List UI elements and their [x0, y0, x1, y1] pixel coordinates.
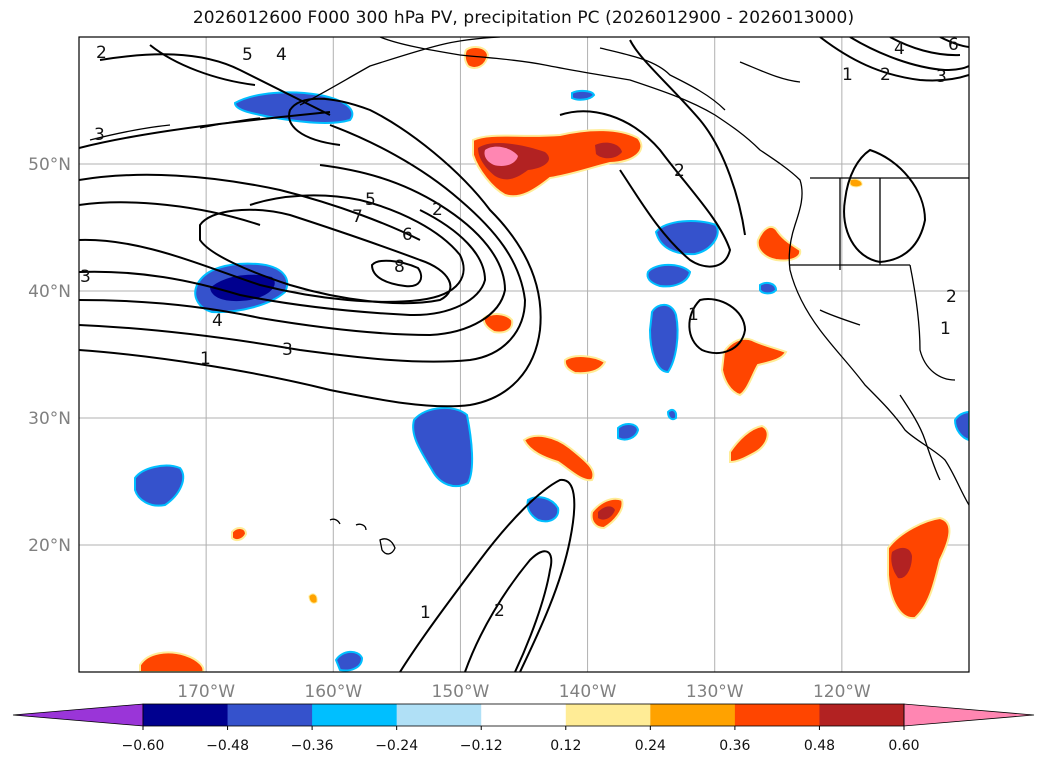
latitude-tick-label: 50°N — [28, 155, 71, 175]
colorbar-extend-min — [12, 703, 144, 727]
latitude-labels: 50°N 40°N 30°N 20°N — [28, 155, 71, 556]
colorbar-tick-label: 0.24 — [635, 738, 666, 754]
neg-anomaly-region — [134, 464, 185, 507]
colorbar-segment — [396, 704, 482, 726]
contour-label: 5 — [242, 45, 253, 65]
contour-label: 4 — [894, 39, 905, 59]
colorbar-tick-label: −0.48 — [206, 738, 249, 754]
contour-label: 3 — [80, 267, 91, 287]
pos-anomaly-region — [720, 337, 788, 397]
neg-anomaly-region — [617, 423, 640, 441]
contour-label: 7 — [352, 207, 363, 227]
contour-label: 2 — [96, 43, 107, 63]
neg-anomaly-region — [646, 263, 692, 288]
pos-anomaly-region — [849, 178, 863, 188]
contour-label: 1 — [200, 349, 211, 369]
pos-anomaly-region — [308, 593, 318, 604]
colorbar-segment — [565, 704, 651, 726]
contour-labels: 2 5 4 3 2 5 7 6 8 4 3 1 2 1 1 2 1 2 3 4 … — [80, 35, 959, 623]
colorbar-segment — [143, 704, 229, 726]
colorbar-tick-label: −0.24 — [375, 738, 418, 754]
neg-anomaly-region — [953, 410, 969, 442]
colorbar-tick-label: 0.48 — [804, 738, 835, 754]
longitude-tick-label: 170°W — [177, 682, 235, 702]
contour-label: 6 — [402, 225, 413, 245]
pos-anomaly-region — [887, 516, 951, 620]
pos-anomaly-region — [463, 46, 490, 69]
pos-strong-region — [891, 547, 912, 579]
contour-label: 5 — [365, 190, 376, 210]
pos-anomaly-region — [139, 651, 205, 672]
latitude-tick-label: 40°N — [28, 282, 71, 302]
contour-label: 6 — [948, 35, 959, 55]
pos-peak-region — [484, 146, 518, 166]
colorbar-tick-label: 0.36 — [719, 738, 750, 754]
colorbar-segment — [650, 704, 736, 726]
contour-label: 8 — [394, 257, 405, 277]
longitude-tick-label: 130°W — [686, 682, 744, 702]
longitude-tick-label: 150°W — [432, 682, 490, 702]
contour-label: 4 — [276, 45, 287, 65]
contour-label: 1 — [940, 319, 951, 339]
neg-anomaly-region — [334, 650, 364, 672]
map-title: 2026012600 F000 300 hPa PV, precipitatio… — [192, 8, 855, 28]
colorbar-tick-label: 0.60 — [888, 738, 919, 754]
contour-label: 2 — [946, 287, 957, 307]
contour-label: 1 — [688, 305, 699, 325]
latitude-tick-label: 30°N — [28, 409, 71, 429]
colorbar-segment — [312, 704, 398, 726]
neg-anomaly-region — [571, 89, 596, 101]
pos-anomaly-region — [482, 313, 514, 334]
colorbar-tick-label: 0.12 — [550, 738, 581, 754]
pos-anomaly-region — [231, 527, 248, 542]
contour-label: 2 — [674, 161, 685, 181]
coastlines — [89, 37, 969, 555]
neg-anomaly-region — [654, 220, 719, 256]
colorbar-outline — [142, 703, 905, 727]
colorbar-tick-label: −0.12 — [460, 738, 503, 754]
contour-label: 4 — [212, 311, 223, 331]
colorbar: −0.60 −0.48 −0.36 −0.24 −0.12 0.12 0.24 0.36 0.4… — [12, 703, 1035, 754]
neg-anomaly-region — [412, 406, 474, 488]
colorbar-segment — [734, 704, 820, 726]
neg-anomaly-region — [759, 281, 778, 295]
contour-label: 3 — [936, 67, 947, 87]
contour-label: 1 — [842, 65, 853, 85]
longitude-tick-label: 140°W — [559, 682, 617, 702]
latitude-tick-label: 20°N — [28, 536, 71, 556]
map-area — [79, 37, 969, 672]
contour-label: 3 — [94, 125, 105, 145]
pos-strong-region — [595, 142, 622, 159]
longitude-tick-label: 120°W — [813, 682, 871, 702]
longitude-labels: 170°W 160°W 150°W 140°W 130°W 120°W — [177, 682, 871, 702]
map-frame — [78, 36, 970, 673]
pos-anomaly-region — [563, 355, 607, 375]
colorbar-segment — [481, 704, 567, 726]
colorbar-extend-max — [903, 703, 1035, 727]
contour-label: 2 — [494, 601, 505, 621]
neg-anomaly-region — [666, 409, 678, 421]
precip-shading — [134, 46, 969, 672]
colorbar-segment — [227, 704, 313, 726]
pos-anomaly-region — [522, 434, 595, 482]
neg-anomaly-region — [648, 303, 679, 374]
neg-anomaly-region — [526, 496, 560, 523]
contour-label: 3 — [282, 340, 293, 360]
pos-anomaly-region — [729, 424, 769, 464]
colorbar-tick-label: −0.36 — [291, 738, 334, 754]
pos-strong-region — [598, 506, 615, 520]
colorbar-tick-label: −0.60 — [122, 738, 165, 754]
contour-label: 2 — [432, 200, 443, 220]
pv-contours — [79, 37, 969, 672]
contour-label: 2 — [880, 65, 891, 85]
colorbar-segment — [819, 704, 905, 726]
contour-label: 1 — [420, 603, 431, 623]
neg-strong-region — [210, 274, 275, 302]
longitude-tick-label: 160°W — [304, 682, 362, 702]
